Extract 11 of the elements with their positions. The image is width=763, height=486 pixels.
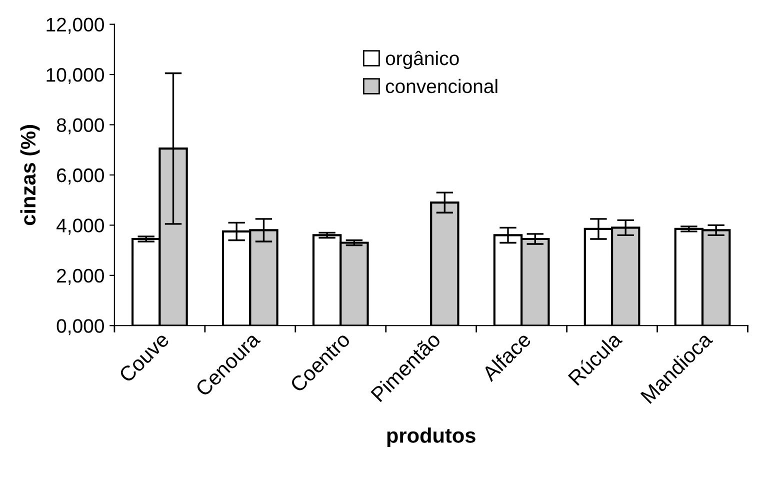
y-tick-label: 0,000 [56, 319, 104, 336]
y-axis-title: cinzas (%) [20, 125, 40, 226]
y-tick-label: 2,000 [57, 268, 104, 285]
y-tick-label: 10,000 [46, 68, 104, 84]
legend-label: orgânico [386, 50, 459, 70]
y-tick-label: 6,000 [57, 168, 104, 184]
x-axis-title: produtos [387, 428, 476, 447]
y-tick-label: 8,000 [56, 118, 104, 134]
y-tick-label: 12,000 [46, 18, 104, 34]
y-tick-label: 4,000 [56, 218, 104, 235]
legend-label: convencional [386, 78, 498, 94]
